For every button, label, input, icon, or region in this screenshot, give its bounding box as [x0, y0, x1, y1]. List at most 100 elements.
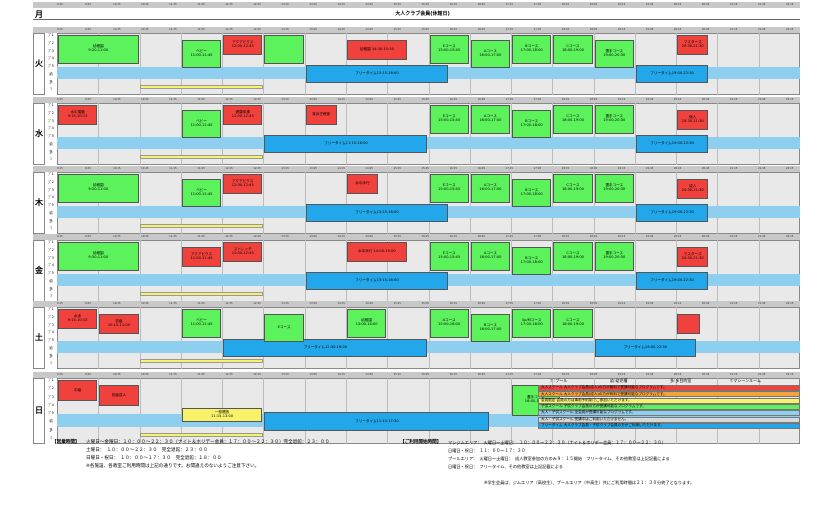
row-label: ﾏ	[50, 361, 52, 366]
time-tick: 9:45	[85, 3, 91, 6]
program-block[interactable]: ストレッチ 12:00-12:45	[223, 242, 263, 262]
grid-line	[180, 378, 182, 444]
program-block[interactable]: Eコース 15:00-15:45	[429, 174, 469, 203]
program-block[interactable]: 健康体操 12:00-12:45	[223, 105, 263, 125]
program-block[interactable]: Cコース 18:00-19:00	[553, 242, 593, 271]
program-block[interactable]: 幼稚園 9:30-11:00	[58, 242, 139, 271]
time-row	[33, 27, 800, 33]
row-label: 多	[49, 149, 53, 154]
time-tick: 13:15	[281, 373, 289, 376]
program-block[interactable]: アクアビクス 12:00-12:45	[223, 174, 263, 194]
program-block[interactable]: 選手コース 19:00-20:30	[594, 39, 634, 69]
day-label: 水	[35, 129, 43, 138]
time-tick: 20:45	[701, 3, 710, 6]
program-block[interactable]: Aコース 16:00-17:00	[470, 105, 511, 134]
program-block[interactable]	[264, 35, 304, 64]
time-tick: 20:15	[673, 235, 682, 238]
time-tick: 12:15	[225, 3, 233, 6]
grid-line	[180, 33, 182, 95]
program-block[interactable]: 選手コース 19:00-20:30	[594, 105, 634, 134]
time-tick: 12:45	[253, 98, 261, 101]
program-block[interactable]: 幼稚園 9:20-11:00	[58, 35, 139, 64]
program-block[interactable]: フリータイム11:15-17:30	[264, 412, 490, 431]
program-block[interactable]: ベビー 11:00-11:45	[181, 178, 222, 208]
grid-line	[180, 240, 182, 302]
time-tick: 15:15	[393, 373, 401, 376]
program-block[interactable]: 幼稚園 9:20-11:00	[58, 174, 139, 203]
program-block[interactable]: Aコース 16:00-17:00	[470, 174, 511, 203]
program-block[interactable]: フリータイム19:00-22:30	[635, 272, 709, 290]
program-block[interactable]: Eコース 15:00-15:45	[429, 242, 469, 271]
program-block[interactable]: Eコース 15:00-15:45	[429, 105, 469, 134]
day-label: 土	[35, 333, 43, 342]
program-block[interactable]: フリータイム19:00-22:30	[635, 204, 709, 222]
program-block[interactable]: ベビー 11:00-11:45	[181, 109, 222, 139]
time-tick: 9:15	[57, 3, 63, 6]
program-block[interactable]: 選手コース 19:00-20:30	[594, 242, 634, 271]
program-block[interactable]: 個人 20:30-21:30	[677, 109, 709, 130]
program-block[interactable]: ベビー 11:00-11:45	[181, 309, 222, 338]
program-block[interactable]: マスターズ 20:30-21:30	[677, 246, 709, 267]
grid-line	[387, 33, 388, 95]
time-tick: 14:45	[365, 28, 373, 31]
program-block[interactable]: Eコース 15:00-15:45	[429, 35, 469, 64]
program-block[interactable]: Bコース 17:00-18:00	[512, 35, 552, 64]
program-block[interactable]: 幼稚園 14:30-15:30	[346, 39, 407, 60]
program-block[interactable]: フリータイム11:15-16:00	[264, 135, 428, 153]
time-tick: 11:45	[197, 3, 205, 6]
program-block[interactable]: 水泳 9:15-10:15	[58, 309, 98, 329]
program-block[interactable]: フリータイム12:30-16:00	[223, 339, 428, 357]
program-block[interactable]: フリータイム13:15-16:00	[305, 65, 449, 83]
time-tick: 9:45	[85, 28, 91, 31]
program-block[interactable]: Cコース 18:00-19:00	[553, 105, 593, 134]
program-block[interactable]: Cコース 18:00-19:00	[553, 174, 593, 203]
time-tick: 21:15	[729, 302, 738, 305]
time-tick: 16:15	[449, 167, 457, 170]
program-block[interactable]: Cコース 18:00-19:00	[553, 309, 593, 338]
program-block[interactable]: アクアビクス 11:00-11:45	[181, 246, 222, 267]
time-tick: 13:45	[309, 98, 317, 101]
program-block[interactable]: 選手コース 19:00-20:30	[594, 174, 634, 203]
program-block[interactable]: 水中歩行	[346, 174, 378, 194]
program-block[interactable]	[677, 313, 700, 334]
program-block[interactable]: マスターズ 20:30-21:30	[677, 35, 709, 55]
time-tick: 14:15	[337, 3, 345, 6]
time-tick: 22:15	[785, 28, 794, 31]
time-tick: 22:15	[785, 3, 794, 6]
program-block[interactable]: 背泳ぎ教室	[305, 105, 337, 125]
time-tick: 16:15	[449, 98, 457, 101]
program-block[interactable]: アクアビクス 12:00-12:45	[223, 35, 263, 55]
time-tick: 21:15	[729, 373, 738, 376]
program-block[interactable]: フリータイム13:15-16:00	[305, 204, 449, 222]
program-block[interactable]: 一般開放 11:15-13:00	[181, 407, 263, 423]
program-block[interactable]: 初級成人	[99, 385, 139, 407]
program-block[interactable]: 水中歩行 14:00-15:00	[346, 242, 407, 262]
legend-item: 会員限定 会員の方は事前予約制でご参加いただけます。	[538, 397, 800, 404]
program-block[interactable]: ベビー 11:00-11:45	[181, 39, 222, 69]
page-title: 大人クラブ会員(休館日)	[395, 11, 450, 17]
program-block[interactable]: フリータイム19:00-22:30	[635, 135, 709, 153]
time-row	[33, 234, 800, 240]
row-label: ﾌﾟ4	[48, 126, 54, 131]
row-label: ﾏ	[50, 226, 52, 231]
program-block[interactable]: Aコース 16:00-17:00	[470, 39, 511, 69]
program-block[interactable]: Cコース 18:00-19:00	[553, 35, 593, 64]
program-block[interactable]: Bコース 16:00-17:00	[470, 313, 511, 343]
program-block[interactable]: フリータイム13:15-16:00	[305, 272, 449, 290]
program-block[interactable]: 中級	[58, 380, 98, 402]
program-block[interactable]: 成人 20:30-21:30	[677, 178, 709, 199]
program-block[interactable]: Aコース 16:00-17:00	[470, 242, 511, 271]
program-block[interactable]: Sp/Mコース 17:00-18:00	[512, 309, 552, 338]
program-block[interactable]: 幼稚園 13:00-14:00	[346, 309, 387, 338]
program-block[interactable]: 水中運動 9:15-10:15	[58, 105, 98, 125]
grid-line	[511, 103, 512, 165]
program-block[interactable]: Eコース	[264, 313, 304, 343]
program-block[interactable]: フリータイム19:00-22:30	[594, 339, 696, 357]
program-block[interactable]: Bコース 17:00-18:00	[512, 109, 552, 139]
program-block[interactable]: フリータイム19:00-22:30	[635, 65, 709, 83]
program-block[interactable]: Bコース 17:00-18:00	[512, 178, 552, 208]
grid-line	[593, 307, 595, 369]
program-block[interactable]: 初級 10:15-11:00	[99, 313, 139, 334]
program-block[interactable]: Aコース 15:00-16:00	[429, 309, 469, 338]
program-block[interactable]: Bコース 17:00-18:00	[512, 246, 552, 276]
